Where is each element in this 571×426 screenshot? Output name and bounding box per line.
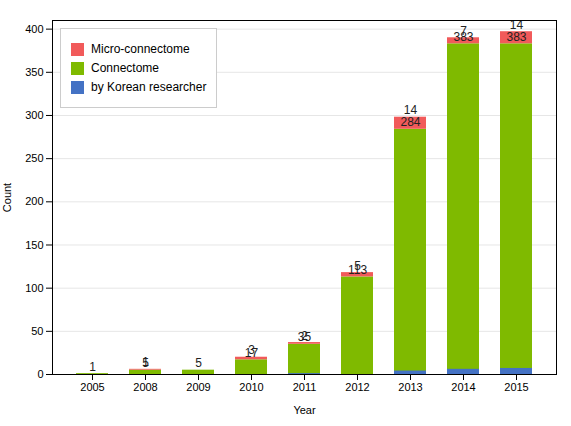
svg-text:14: 14 — [404, 103, 418, 117]
svg-text:383: 383 — [506, 30, 526, 44]
svg-text:2009: 2009 — [186, 381, 210, 393]
svg-text:2014: 2014 — [451, 381, 475, 393]
svg-text:100: 100 — [25, 282, 43, 294]
svg-text:2013: 2013 — [398, 381, 422, 393]
svg-text:17: 17 — [244, 345, 259, 360]
svg-text:50: 50 — [31, 325, 43, 337]
svg-text:0: 0 — [37, 368, 43, 380]
svg-text:2010: 2010 — [239, 381, 263, 393]
svg-text:150: 150 — [25, 239, 43, 251]
svg-text:5: 5 — [142, 356, 149, 370]
svg-text:2011: 2011 — [293, 381, 317, 393]
svg-text:1: 1 — [142, 355, 149, 369]
svg-text:3: 3 — [248, 343, 255, 357]
svg-text:400: 400 — [25, 23, 43, 35]
svg-text:1: 1 — [89, 360, 96, 374]
html-text:Micro-connectome: Micro-connectome — [91, 42, 190, 56]
svg-text:113: 113 — [347, 262, 368, 277]
svg-text:2015: 2015 — [504, 381, 528, 393]
svg-text:7: 7 — [460, 24, 467, 38]
svg-text:383: 383 — [453, 29, 474, 44]
svg-text:350: 350 — [25, 66, 43, 78]
html-text:Connectome: Connectome — [91, 61, 159, 75]
svg-text:2012: 2012 — [345, 381, 369, 393]
svg-text:Count: Count — [1, 183, 13, 212]
svg-text:300: 300 — [25, 109, 43, 121]
svg-text:2005: 2005 — [80, 381, 104, 393]
svg-text:35: 35 — [297, 330, 312, 345]
svg-text:200: 200 — [25, 195, 43, 207]
svg-text:250: 250 — [25, 152, 43, 164]
svg-text:5: 5 — [195, 356, 202, 370]
svg-text:2: 2 — [301, 329, 308, 343]
svg-text:5: 5 — [354, 259, 361, 273]
svg-text:Year: Year — [293, 404, 316, 416]
html-text:by Korean researcher: by Korean researcher — [91, 80, 207, 94]
svg-text:14: 14 — [510, 18, 524, 32]
svg-text:2008: 2008 — [133, 381, 157, 393]
svg-text:284: 284 — [400, 115, 420, 129]
